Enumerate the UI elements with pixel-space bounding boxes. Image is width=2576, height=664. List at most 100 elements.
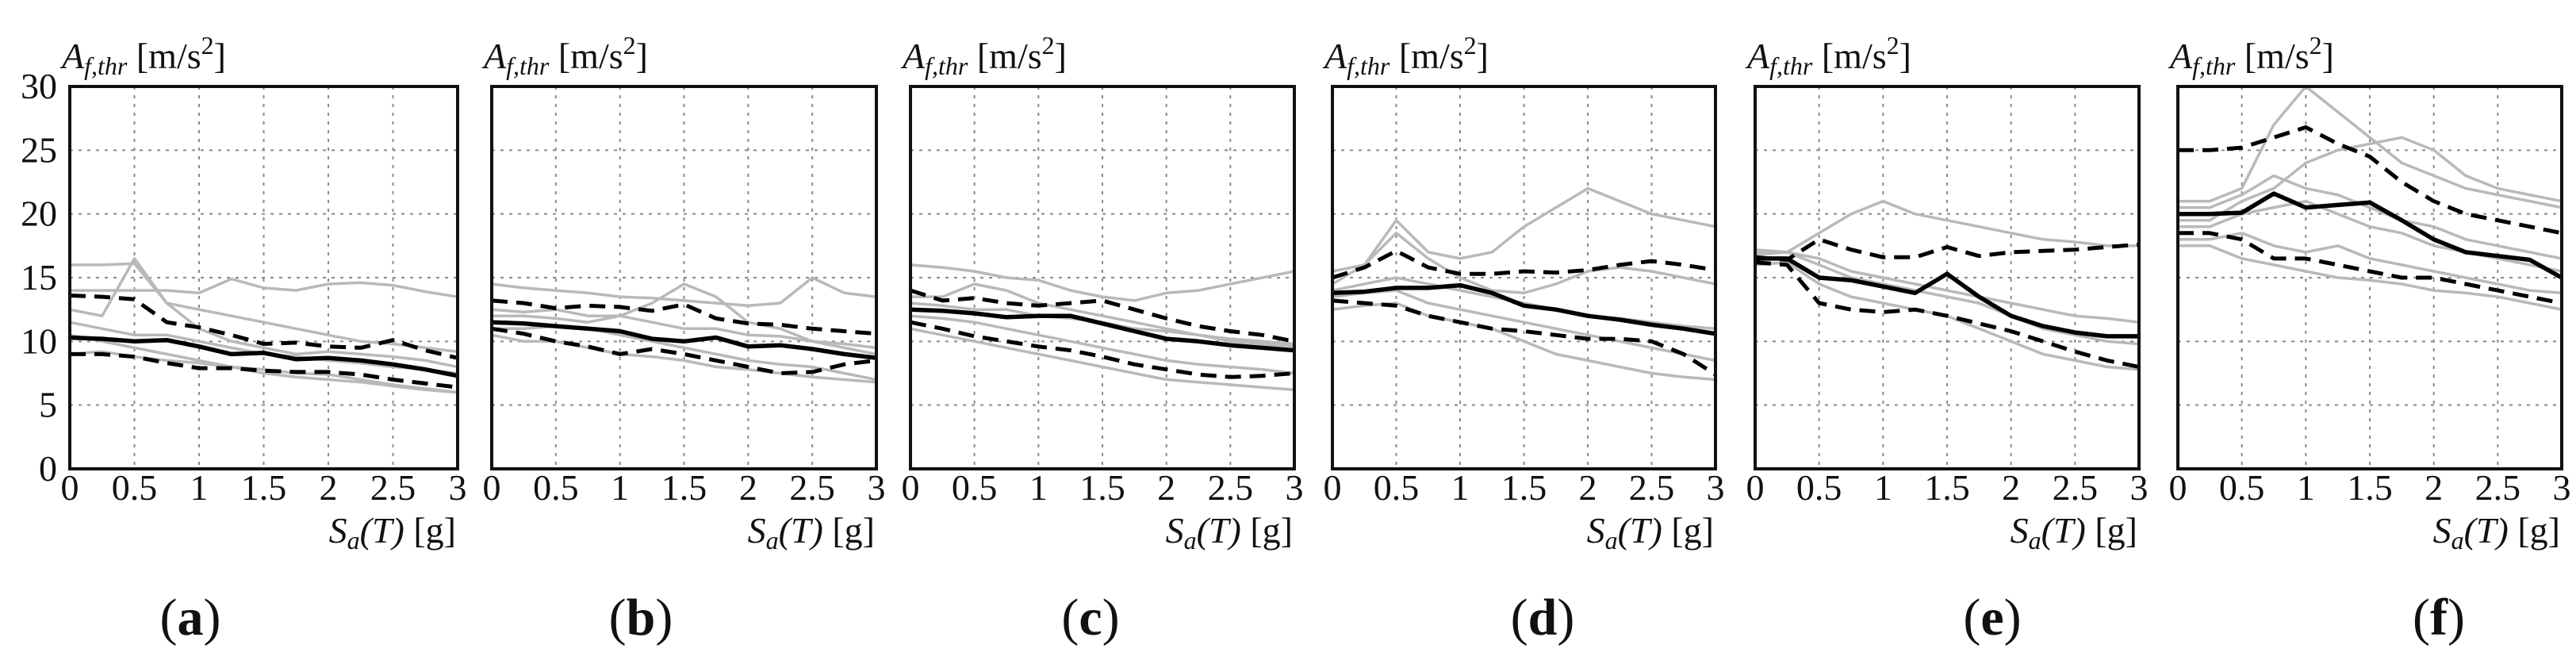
x-axis-label: Sa(T) [g] <box>329 510 456 555</box>
x-tick-label: 2 <box>320 467 338 508</box>
chart-panel-e: 0 0.5 1 1.5 2 2.5 3 Af,thr [m/s2] Sa(T) [g] (e) <box>1745 31 2149 647</box>
x-tick-label: 1 <box>611 467 629 508</box>
x-tick-label: 1 <box>1451 467 1470 508</box>
series-line-record-2 <box>492 282 876 356</box>
series-line-16th-percentile <box>1755 260 2139 369</box>
plot-frame <box>68 85 459 470</box>
series-line-record-2 <box>910 282 1294 348</box>
series-line-median <box>70 335 458 378</box>
series-line-16th-percentile <box>70 351 458 390</box>
x-tick-label: 1 <box>1874 467 1892 508</box>
x-axis-label: Sa(T) [g] <box>1166 510 1293 555</box>
y-axis-label: Af,thr [m/s2] <box>900 31 1067 80</box>
series-line-16th-percentile <box>2178 231 2562 305</box>
series-line-record-1 <box>2178 86 2562 209</box>
series-line-record-2 <box>70 277 458 298</box>
x-tick-label: 3 <box>449 467 467 508</box>
x-tick-label: 3 <box>868 467 886 508</box>
series-line-16th-percentile <box>910 320 1294 379</box>
x-tick-label: 0.5 <box>1374 467 1420 508</box>
x-tick-label: 2.5 <box>2475 467 2521 508</box>
x-tick-label: 2 <box>1157 467 1175 508</box>
x-tick-label: 3 <box>2130 467 2149 508</box>
y-axis-label: Af,thr [m/s2] <box>481 31 648 80</box>
x-tick-label: 1 <box>190 467 209 508</box>
plot-frame <box>1331 85 1717 470</box>
y-axis-label: Af,thr [m/s2] <box>1322 31 1489 80</box>
x-tick-label: 3 <box>1286 467 1304 508</box>
series-line-record-4 <box>910 327 1294 392</box>
panel-label-f: (f) <box>2413 589 2465 647</box>
series-line-median <box>1755 256 2139 339</box>
series-line-84th-percentile <box>910 288 1294 344</box>
x-tick-label: 2 <box>2425 467 2443 508</box>
series-line-record-6 <box>2178 174 2562 260</box>
series-line-median <box>492 320 876 360</box>
series-line-record-2 <box>2178 136 2562 222</box>
series-line-record-3 <box>910 314 1294 375</box>
series-group <box>2178 86 2562 311</box>
x-axis-label: Sa(T) [g] <box>748 510 875 555</box>
y-tick-label: 25 <box>21 129 57 170</box>
x-tick-label: 0 <box>483 467 501 508</box>
chart-panel-b: 0 0.5 1 1.5 2 2.5 3 Af,thr [m/s2] Sa(T) [g] (b) <box>481 31 886 647</box>
series-line-record-5 <box>1332 276 1715 331</box>
series-line-record-1 <box>70 262 458 353</box>
y-axis-label: Af,thr [m/s2] <box>1745 31 1911 80</box>
x-tick-label: 0.5 <box>533 467 579 508</box>
x-tick-label: 0.5 <box>1796 467 1842 508</box>
plot-frame <box>2176 85 2563 470</box>
series-line-median <box>910 307 1294 353</box>
series-group <box>1332 186 1715 382</box>
x-tick-label: 1 <box>1029 467 1048 508</box>
x-tick-label: 1.5 <box>1079 467 1125 508</box>
series-line-record-3 <box>1332 289 1715 363</box>
x-axis-label: Sa(T) [g] <box>2011 510 2137 555</box>
series-line-84th-percentile <box>2178 125 2562 236</box>
series-line-record-4 <box>1755 248 2139 346</box>
series-line-record-1 <box>910 263 1294 302</box>
x-tick-label: 0 <box>61 467 79 508</box>
panel-label-e: (e) <box>1963 589 2021 647</box>
y-tick-label: 20 <box>21 194 57 234</box>
x-tick-label: 2.5 <box>789 467 835 508</box>
series-line-16th-percentile <box>492 326 876 375</box>
x-tick-label: 2.5 <box>370 467 416 508</box>
plot-frame <box>490 85 878 470</box>
series-line-record-2 <box>1332 232 1715 295</box>
panel-label-a: (a) <box>160 589 221 647</box>
plot-frame <box>1754 85 2141 470</box>
series-line-record-3 <box>70 257 458 369</box>
y-tick-label: 5 <box>39 385 57 425</box>
panel-label-d: (d) <box>1511 589 1575 647</box>
chart-panel-f: 0 0.5 1 1.5 2 2.5 3 Af,thr [m/s2] Sa(T) [g] (f) <box>2168 31 2571 647</box>
series-line-median <box>1332 282 1715 336</box>
x-tick-label: 0 <box>1324 467 1342 508</box>
series-line-84th-percentile <box>1755 237 2139 262</box>
series-line-record-2 <box>1755 251 2139 324</box>
y-tick-label: 10 <box>21 320 57 361</box>
chart-panel-c: 0 0.5 1 1.5 2 2.5 3 Af,thr [m/s2] Sa(T) [g] (c) <box>900 31 1304 647</box>
series-group <box>1755 199 2139 371</box>
series-line-record-1 <box>492 276 876 308</box>
y-tick-label: 0 <box>39 448 57 489</box>
x-tick-label: 0 <box>2169 467 2187 508</box>
y-axis-label: Af,thr [m/s2] <box>59 31 226 80</box>
series-line-84th-percentile <box>70 294 458 360</box>
series-line-record-4 <box>1332 301 1715 382</box>
x-axis-label: Sa(T) [g] <box>2433 510 2560 555</box>
series-line-record-4 <box>2178 232 2562 295</box>
x-tick-label: 3 <box>2553 467 2571 508</box>
y-tick-label: 30 <box>21 66 57 106</box>
series-group <box>492 276 876 384</box>
x-tick-label: 2 <box>1579 467 1597 508</box>
x-tick-label: 2.5 <box>1629 467 1675 508</box>
chart-panel-d: 0 0.5 1 1.5 2 2.5 3 Af,thr [m/s2] Sa(T) [g] (d) <box>1322 31 1725 647</box>
x-tick-label: 1.5 <box>1501 467 1547 508</box>
x-tick-label: 2.5 <box>2053 467 2099 508</box>
x-tick-label: 2.5 <box>1208 467 1254 508</box>
x-tick-label: 0 <box>1746 467 1765 508</box>
series-line-record-1 <box>1332 186 1715 273</box>
